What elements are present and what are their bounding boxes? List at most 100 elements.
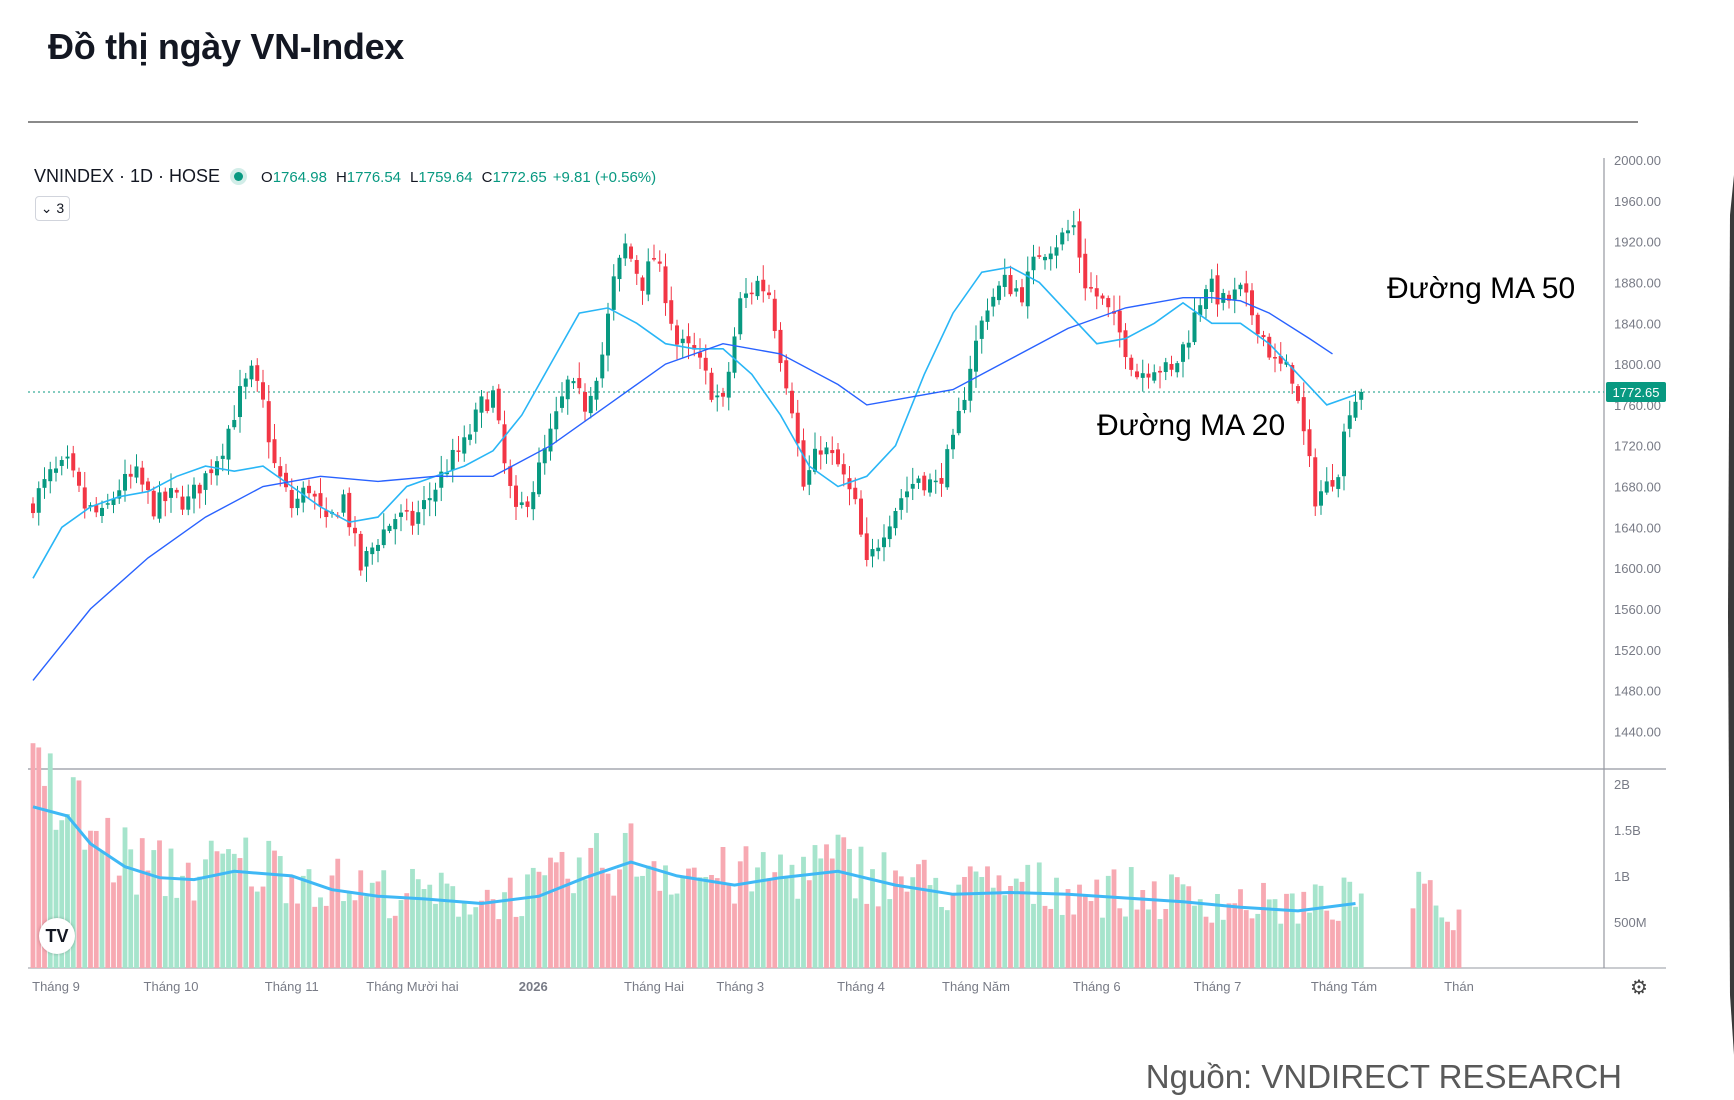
- volume-bar: [323, 905, 329, 968]
- volume-bar: [53, 829, 59, 968]
- volume-bar: [530, 867, 536, 968]
- candle-body: [985, 310, 990, 322]
- volume-bar: [755, 867, 760, 968]
- time-tick-label: Tháng Năm: [942, 979, 1010, 994]
- candle-body: [324, 510, 329, 518]
- collapse-indicators-button[interactable]: ⌄ 3: [35, 196, 70, 221]
- volume-bar: [1146, 909, 1151, 968]
- volume-bar: [841, 837, 847, 968]
- price-tick-label: 1840.00: [1614, 316, 1661, 331]
- volume-bar: [231, 853, 237, 968]
- volume-bar: [571, 893, 576, 968]
- candle-body: [732, 336, 737, 373]
- volume-bar: [404, 893, 410, 968]
- candle-body: [479, 396, 484, 413]
- volume-bar: [737, 861, 743, 968]
- settings-gear-icon[interactable]: ⚙: [1630, 977, 1648, 999]
- candle-body: [744, 293, 748, 298]
- price-tick-label: 1480.00: [1614, 684, 1661, 699]
- volume-bar: [893, 870, 898, 968]
- candle-body: [226, 428, 231, 460]
- candle-body: [105, 503, 110, 505]
- volume-bar: [1427, 880, 1433, 968]
- source-note: Nguồn: VNDIRECT RESEARCH: [1145, 1058, 1622, 1095]
- volume-bar: [962, 876, 967, 968]
- candle-body: [134, 466, 139, 478]
- volume-bar: [157, 840, 162, 968]
- candle-body: [146, 481, 150, 491]
- candle-body: [537, 462, 541, 495]
- volume-bar: [381, 870, 387, 968]
- volume-bar: [824, 844, 829, 968]
- price-tick-label: 1520.00: [1614, 643, 1661, 658]
- candle-body: [128, 473, 133, 477]
- candle-body: [1186, 342, 1191, 348]
- moving-averages: [32, 266, 1356, 681]
- candle-body: [1336, 477, 1341, 489]
- candle-body: [473, 409, 478, 432]
- candle-body: [249, 365, 254, 380]
- low-key: L: [410, 169, 419, 186]
- candle-body: [255, 365, 260, 381]
- volume-bar: [341, 901, 346, 968]
- volume-bar: [967, 866, 973, 968]
- candle-body: [790, 390, 794, 414]
- symbol-legend[interactable]: VNINDEX · 1D · HOSE O1764.98 H1776.54 L17…: [34, 166, 656, 187]
- candle-body: [1031, 256, 1036, 271]
- candle-body: [1002, 274, 1007, 287]
- volume-bar: [1439, 917, 1445, 968]
- volume-bar: [1186, 886, 1192, 968]
- tradingview-logo[interactable]: TV: [39, 918, 75, 954]
- candle-body: [680, 338, 685, 344]
- candle-body: [456, 450, 461, 452]
- candle-body: [853, 487, 858, 500]
- price-tick-label: 1920.00: [1614, 235, 1661, 250]
- volume-bar: [1094, 879, 1100, 968]
- volume-bar: [1232, 903, 1238, 968]
- price-candles[interactable]: [31, 208, 1364, 582]
- candle-body: [1054, 247, 1059, 256]
- candle-body: [163, 491, 168, 502]
- volume-bar: [254, 891, 260, 968]
- volume-bar: [852, 898, 858, 968]
- candle-body: [439, 471, 444, 488]
- volume-bar: [375, 881, 381, 968]
- candle-body: [399, 512, 403, 517]
- volume-bar: [1209, 922, 1215, 968]
- candle-body: [749, 292, 754, 295]
- candle-body: [715, 395, 720, 398]
- volume-bar: [910, 877, 916, 968]
- candle-body: [1255, 314, 1260, 335]
- candle-body: [1060, 232, 1065, 245]
- volume-bar: [835, 834, 841, 968]
- candle-body: [123, 473, 127, 491]
- volume-bar: [1278, 923, 1284, 968]
- candle-body: [646, 261, 651, 295]
- last-price-label: 1772.65: [1613, 385, 1660, 400]
- volume-bar: [651, 861, 657, 968]
- volume-bar: [1088, 901, 1094, 968]
- price-tick-label: 1960.00: [1614, 194, 1661, 209]
- price-tick-label: 1640.00: [1614, 520, 1661, 535]
- candle-body: [341, 494, 346, 513]
- volume-bar: [1358, 893, 1364, 968]
- volume-bar: [398, 900, 404, 968]
- volume-bar: [1163, 908, 1169, 968]
- candle-body: [571, 381, 576, 384]
- candle-body: [1014, 288, 1019, 292]
- candle-body: [468, 434, 472, 440]
- volume-bar: [1019, 881, 1025, 968]
- volume-bar: [1203, 916, 1209, 968]
- volume-bar: [289, 875, 295, 968]
- volume-bar: [105, 817, 111, 968]
- time-tick-label: Tháng 6: [1073, 979, 1121, 994]
- chevron-down-icon: ⌄: [40, 200, 53, 216]
- candle-body: [203, 473, 208, 490]
- candle-body: [583, 392, 587, 412]
- volume-bar: [30, 743, 36, 968]
- volume-bar: [548, 857, 553, 968]
- volume-tick-label: 500M: [1614, 915, 1647, 930]
- candle-body: [1209, 278, 1214, 292]
- volume-bar: [306, 869, 312, 968]
